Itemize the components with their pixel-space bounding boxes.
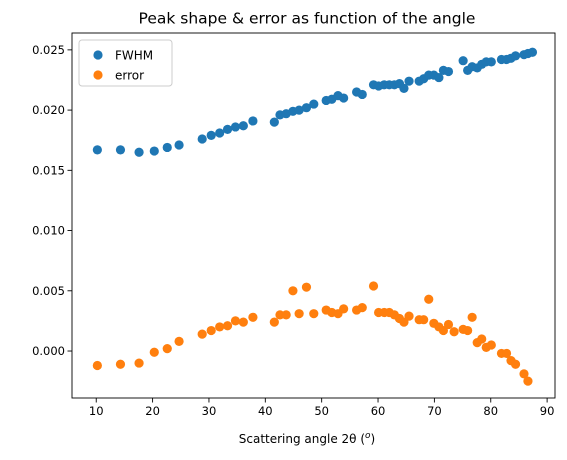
y-tick-label: 0.000 xyxy=(32,344,65,358)
data-point xyxy=(357,89,367,100)
y-tick-label: 0.015 xyxy=(32,163,65,177)
legend-label: error xyxy=(115,69,144,83)
data-point xyxy=(301,103,312,113)
data-point xyxy=(339,304,349,314)
data-point xyxy=(174,140,184,150)
data-point xyxy=(134,147,144,157)
data-point xyxy=(309,99,319,109)
data-point xyxy=(477,334,487,344)
x-tick-label: 30 xyxy=(202,404,217,418)
data-point xyxy=(434,72,444,83)
chart-title: Peak shape & error as function of the an… xyxy=(139,10,476,28)
data-point xyxy=(230,122,241,132)
data-point xyxy=(248,116,258,126)
data-point xyxy=(486,340,496,350)
data-point xyxy=(424,294,434,304)
x-tick-label: 40 xyxy=(258,404,273,418)
x-tick-label: 70 xyxy=(427,404,442,418)
data-point xyxy=(527,47,538,57)
axes-frame xyxy=(71,32,556,399)
data-point xyxy=(115,145,126,155)
x-axis-label-close: ) xyxy=(371,432,376,446)
data-point xyxy=(248,312,258,322)
legend-marker xyxy=(93,50,103,60)
data-point xyxy=(368,281,379,291)
data-point xyxy=(162,344,172,354)
data-point xyxy=(399,83,409,94)
x-axis-label-text: Scattering angle 2θ ( xyxy=(239,432,365,446)
x-tick-label: 20 xyxy=(145,404,160,418)
plot-area: 10 20 30 40 50 60 70 80 90 0.000 0.005 0.010 0.015 0.… xyxy=(32,32,556,418)
data-point xyxy=(206,130,216,140)
data-point xyxy=(301,282,312,292)
data-point xyxy=(339,93,349,103)
data-point xyxy=(215,322,225,332)
data-point xyxy=(92,360,102,371)
data-point xyxy=(443,66,454,77)
data-point xyxy=(309,309,319,319)
x-axis-label: Scattering angle 2θ (o) xyxy=(239,431,375,446)
data-point xyxy=(197,329,207,339)
y-tick-label: 0.010 xyxy=(32,224,65,238)
data-point xyxy=(197,134,207,144)
data-point xyxy=(281,310,291,320)
data-point xyxy=(523,376,533,386)
data-point xyxy=(174,336,184,346)
x-tick-label: 10 xyxy=(89,404,104,418)
data-point xyxy=(438,325,449,336)
data-point xyxy=(134,358,144,368)
data-point xyxy=(238,121,248,131)
data-point xyxy=(115,359,126,369)
data-point xyxy=(294,309,304,319)
data-point xyxy=(269,317,279,327)
y-tick-label: 0.020 xyxy=(32,103,65,117)
data-point xyxy=(238,317,248,327)
y-tick-label: 0.005 xyxy=(32,284,65,298)
data-point xyxy=(222,124,233,134)
data-point xyxy=(399,317,409,327)
legend-label: FWHM xyxy=(115,49,153,63)
y-tick-label: 0.025 xyxy=(32,43,65,57)
data-point xyxy=(443,319,454,330)
data-point xyxy=(501,348,512,359)
legend-marker xyxy=(93,70,103,80)
data-point xyxy=(222,321,233,331)
data-point xyxy=(467,312,477,322)
data-point xyxy=(449,327,459,337)
data-point xyxy=(519,369,529,379)
x-axis-label-unit: o xyxy=(365,431,371,441)
x-tick-label: 90 xyxy=(540,404,555,418)
data-point xyxy=(463,325,473,336)
data-point xyxy=(419,315,429,325)
data-point xyxy=(92,145,102,155)
data-point xyxy=(510,359,521,369)
data-point xyxy=(288,286,298,296)
data-point xyxy=(206,325,216,336)
data-point xyxy=(149,347,159,357)
data-point xyxy=(404,76,414,86)
data-point xyxy=(149,146,159,156)
data-point xyxy=(294,105,304,115)
data-point xyxy=(458,56,468,66)
data-point xyxy=(230,316,241,326)
x-tick-label: 60 xyxy=(371,404,386,418)
data-point xyxy=(404,311,414,321)
data-point xyxy=(269,117,279,127)
data-point xyxy=(510,51,521,61)
data-point xyxy=(215,128,225,138)
x-tick-label: 80 xyxy=(483,404,498,418)
x-tick-label: 50 xyxy=(314,404,329,418)
data-point xyxy=(162,142,172,153)
data-point xyxy=(486,57,496,67)
data-point xyxy=(357,303,367,313)
